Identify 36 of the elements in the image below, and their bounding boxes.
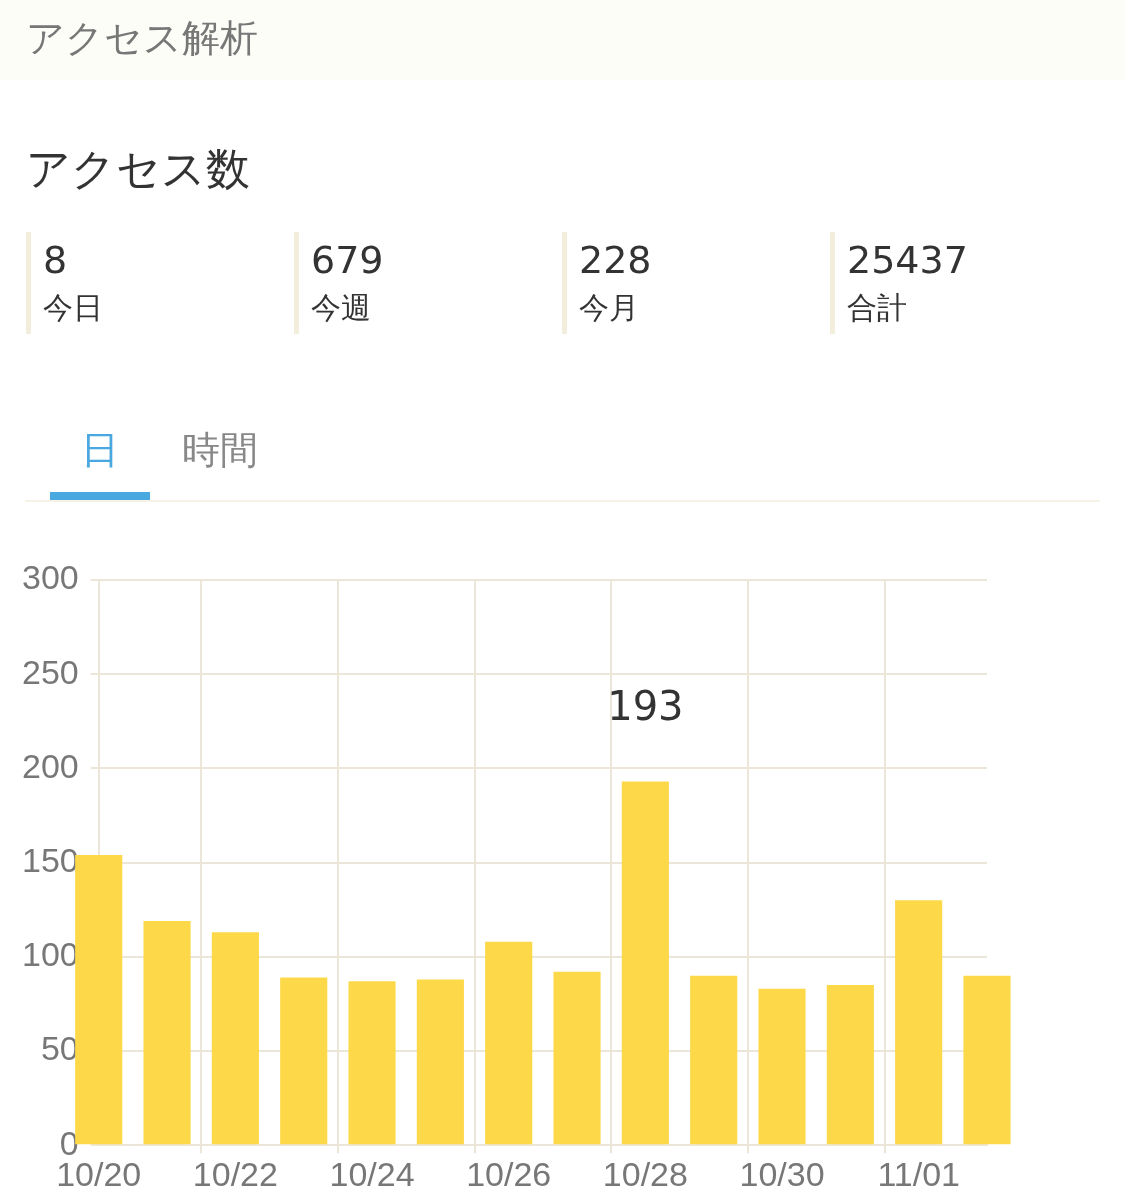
x-tick-label: 10/28 (602, 1154, 688, 1193)
bar (211, 932, 259, 1145)
bar (485, 941, 533, 1145)
x-tick-label: 10/30 (739, 1154, 825, 1193)
x-tick-label: 10/24 (329, 1154, 415, 1193)
text: 合計 (847, 289, 908, 327)
bar (553, 971, 601, 1145)
bar (416, 979, 464, 1145)
x-tick-label: 11/01 (877, 1154, 960, 1193)
bar (690, 975, 738, 1145)
text: 日 (50, 420, 150, 500)
text: 679 (311, 237, 385, 284)
bar (621, 781, 669, 1145)
text: 25437 (847, 237, 969, 284)
text: 今日 (43, 289, 104, 327)
bar (143, 921, 191, 1145)
bar (826, 985, 874, 1145)
text: 時間 (181, 427, 259, 474)
y-tick-label: 200 (21, 746, 79, 785)
chart-subtitle: アクセス数 (26, 142, 250, 196)
bar (895, 900, 943, 1145)
data-label: 193 (607, 682, 684, 729)
x-tick-label: 10/26 (466, 1154, 552, 1193)
y-tick-label: 250 (21, 652, 79, 691)
x-tick-label: 10/22 (192, 1154, 278, 1193)
chart-title: アクセス解析 (0, 0, 1125, 80)
y-tick-label: 300 (21, 558, 79, 597)
text: 228 (579, 237, 653, 284)
text: 8 (43, 237, 69, 284)
text: 今月 (579, 289, 640, 327)
bar (758, 988, 806, 1145)
y-tick-label: 150 (21, 840, 79, 879)
bar (280, 977, 328, 1145)
bar (963, 975, 1011, 1145)
bar (348, 981, 396, 1145)
text: 今週 (311, 289, 372, 327)
